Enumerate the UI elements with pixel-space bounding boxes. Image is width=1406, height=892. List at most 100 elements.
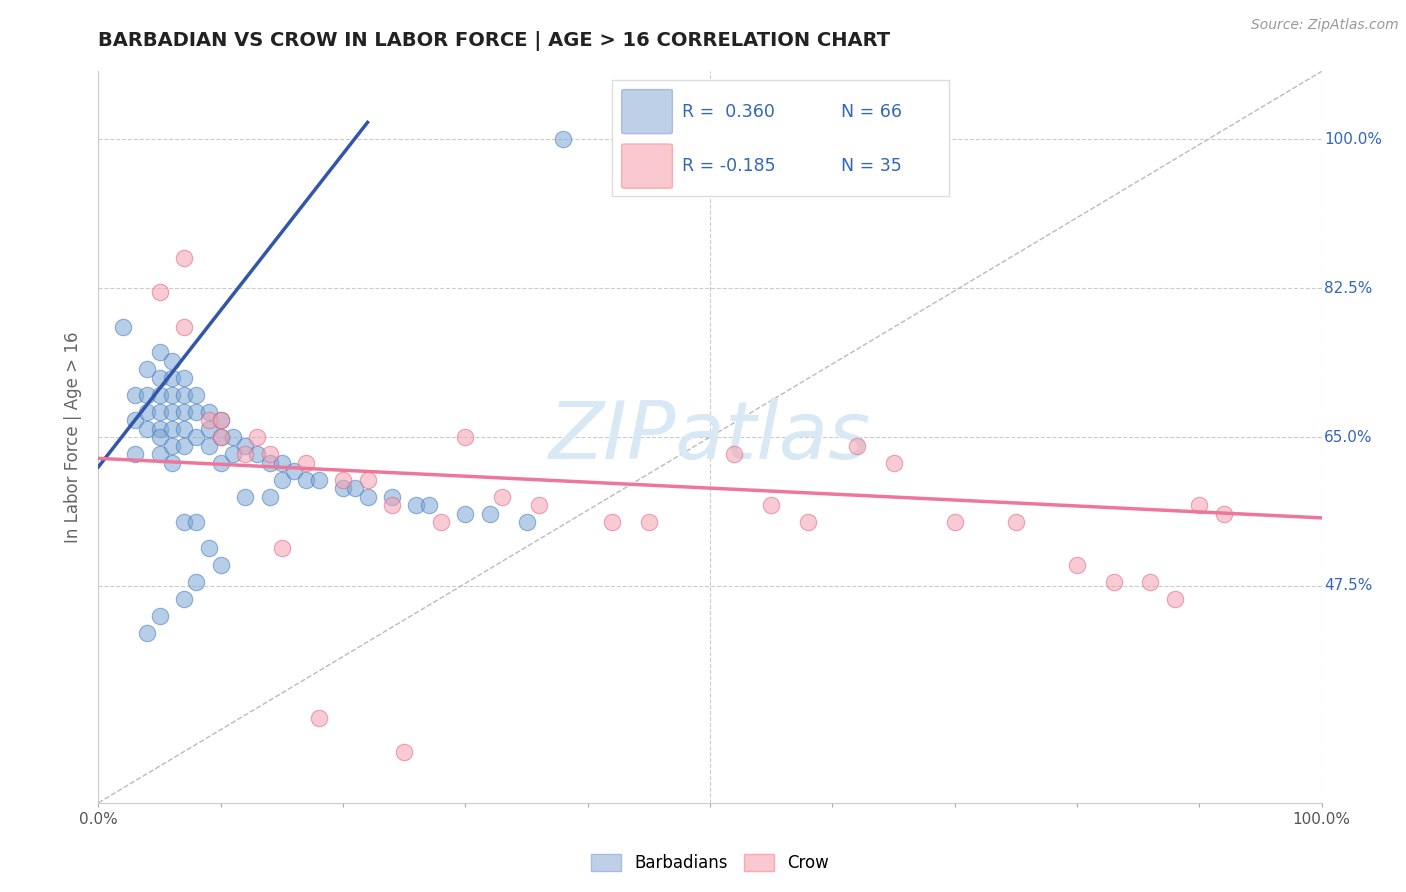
Point xyxy=(160,404,183,418)
Text: R = -0.185: R = -0.185 xyxy=(682,157,776,175)
Point xyxy=(1188,498,1211,512)
Point xyxy=(246,447,269,461)
Text: 65.0%: 65.0% xyxy=(1324,430,1372,444)
Point xyxy=(160,353,183,368)
FancyBboxPatch shape xyxy=(612,80,949,196)
Text: 100.0%: 100.0% xyxy=(1324,132,1382,147)
Point xyxy=(209,413,232,427)
Legend: Barbadians, Crow: Barbadians, Crow xyxy=(583,847,837,879)
Point xyxy=(136,421,159,435)
Point xyxy=(173,404,195,418)
Text: BARBADIAN VS CROW IN LABOR FORCE | AGE > 16 CORRELATION CHART: BARBADIAN VS CROW IN LABOR FORCE | AGE >… xyxy=(98,31,890,51)
Point xyxy=(186,430,208,444)
Point xyxy=(418,498,440,512)
Point xyxy=(761,498,783,512)
Point xyxy=(430,515,453,529)
Point xyxy=(173,421,195,435)
Point xyxy=(283,464,305,478)
Point xyxy=(491,490,513,504)
Point xyxy=(173,591,195,606)
Point xyxy=(381,490,404,504)
Text: 82.5%: 82.5% xyxy=(1324,281,1372,296)
Point xyxy=(295,473,318,487)
Point xyxy=(356,473,378,487)
Point xyxy=(124,447,146,461)
Point xyxy=(173,387,195,401)
Point xyxy=(209,430,232,444)
Point xyxy=(209,456,232,470)
Point xyxy=(246,430,269,444)
Point xyxy=(515,515,537,529)
Point xyxy=(149,430,172,444)
Point xyxy=(136,387,159,401)
Point xyxy=(259,447,281,461)
Point xyxy=(381,498,404,512)
Point xyxy=(392,745,416,759)
Point xyxy=(344,481,367,495)
Point xyxy=(797,515,820,529)
Point xyxy=(845,439,868,453)
Point xyxy=(1164,591,1187,606)
Point xyxy=(173,319,195,334)
Point xyxy=(222,447,245,461)
Point xyxy=(1066,558,1088,572)
Point xyxy=(295,456,318,470)
Point xyxy=(149,387,172,401)
Point xyxy=(600,515,623,529)
Point xyxy=(723,447,745,461)
Point xyxy=(173,515,195,529)
Point xyxy=(160,370,183,384)
Point xyxy=(209,413,232,427)
Point xyxy=(197,413,219,427)
Point xyxy=(160,387,183,401)
Point xyxy=(454,430,477,444)
Point xyxy=(136,625,159,640)
Point xyxy=(197,439,219,453)
Point xyxy=(186,515,208,529)
Point xyxy=(173,370,195,384)
Point xyxy=(197,541,219,555)
Point xyxy=(637,515,661,529)
Point xyxy=(173,252,195,266)
Point xyxy=(160,421,183,435)
Point xyxy=(233,447,256,461)
Point xyxy=(186,404,208,418)
Point xyxy=(527,498,550,512)
Point xyxy=(160,439,183,453)
Point xyxy=(1004,515,1026,529)
Point xyxy=(943,515,966,529)
Point xyxy=(553,132,575,146)
Point xyxy=(1212,507,1234,521)
Y-axis label: In Labor Force | Age > 16: In Labor Force | Age > 16 xyxy=(65,331,83,543)
Point xyxy=(160,456,183,470)
Point xyxy=(332,473,354,487)
Point xyxy=(111,319,134,334)
Point xyxy=(124,413,146,427)
Point xyxy=(270,456,294,470)
Text: ZIPatlas: ZIPatlas xyxy=(548,398,872,476)
Point xyxy=(149,345,172,359)
Point xyxy=(883,456,905,470)
Point xyxy=(454,507,477,521)
Point xyxy=(124,387,146,401)
Point xyxy=(233,490,256,504)
FancyBboxPatch shape xyxy=(621,144,672,188)
Point xyxy=(197,421,219,435)
Text: Source: ZipAtlas.com: Source: ZipAtlas.com xyxy=(1251,18,1399,32)
Text: 47.5%: 47.5% xyxy=(1324,578,1372,593)
FancyBboxPatch shape xyxy=(621,89,672,134)
Point xyxy=(149,370,172,384)
Point xyxy=(149,421,172,435)
Point xyxy=(149,285,172,300)
Point xyxy=(259,490,281,504)
Point xyxy=(1139,574,1161,589)
Point xyxy=(356,490,378,504)
Point xyxy=(478,507,501,521)
Point xyxy=(149,608,172,623)
Point xyxy=(308,711,330,725)
Point xyxy=(197,404,219,418)
Point xyxy=(186,574,208,589)
Point xyxy=(136,404,159,418)
Point xyxy=(1102,574,1125,589)
Point xyxy=(149,447,172,461)
